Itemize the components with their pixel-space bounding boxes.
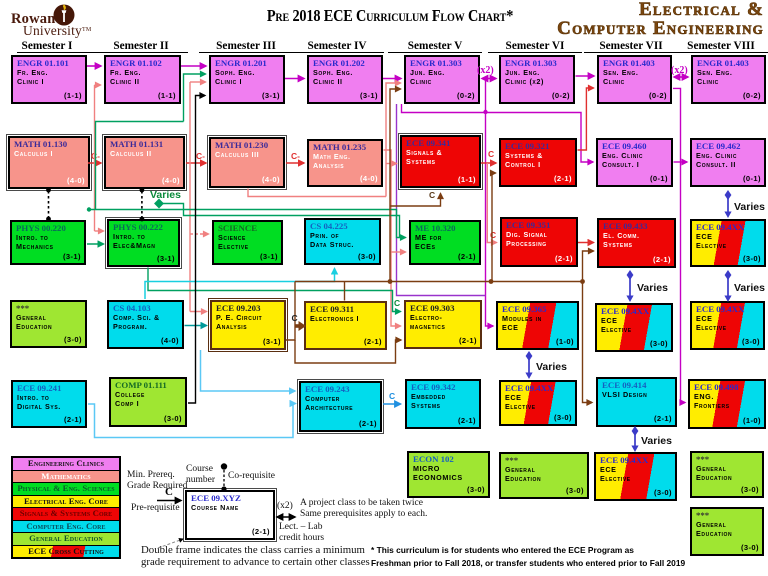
svg-text:C: C	[292, 313, 298, 323]
svg-text:C: C	[389, 391, 395, 401]
svg-text:C: C	[490, 230, 496, 240]
svg-text:Varies: Varies	[734, 201, 765, 213]
svg-text:C: C	[488, 149, 494, 159]
svg-text:C-: C-	[91, 151, 100, 161]
svg-text:C-: C-	[291, 151, 300, 161]
svg-text:C-: C-	[196, 151, 205, 161]
svg-text:Varies: Varies	[150, 189, 181, 201]
svg-text:Varies: Varies	[637, 282, 668, 294]
svg-text:Varies: Varies	[641, 435, 672, 447]
svg-text:(x2): (x2)	[671, 65, 688, 76]
svg-text:C: C	[429, 190, 435, 200]
svg-text:Varies: Varies	[734, 282, 765, 294]
svg-text:Varies: Varies	[536, 361, 567, 373]
svg-text:C: C	[394, 298, 400, 308]
